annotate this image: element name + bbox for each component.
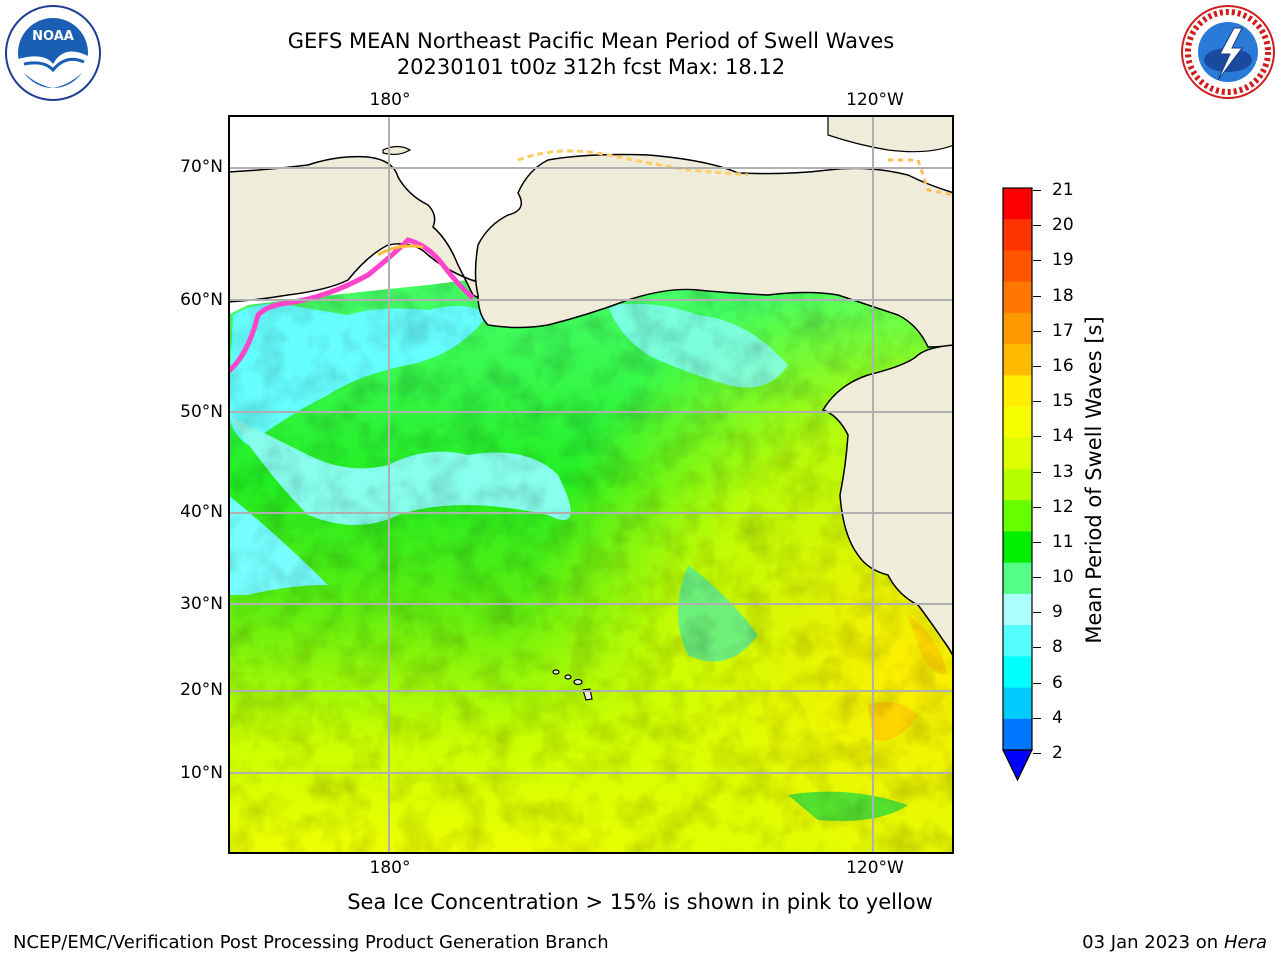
colorbar-tick-mark (1033, 647, 1041, 649)
lat-label-60n: 60°N (180, 290, 223, 310)
colorbar-tick-label: 16 (1052, 355, 1074, 376)
colorbar-swatch (1003, 406, 1032, 439)
colorbar-tick-label: 2 (1052, 743, 1063, 763)
colorbar-tick-mark (1033, 260, 1041, 262)
colorbar-swatch (1003, 219, 1032, 251)
land-alaska (474, 153, 955, 348)
colorbar-tick-label: 21 (1052, 180, 1074, 200)
colorbar-tick-label: 17 (1052, 320, 1074, 341)
nws-logo-icon (1181, 5, 1275, 99)
colorbar-tick-mark (1033, 365, 1041, 367)
colorbar-swatch (1003, 437, 1032, 470)
colorbar-swatch (1003, 188, 1032, 220)
colorbar-swatch (1003, 312, 1032, 345)
colorbar-tick-label: 6 (1052, 672, 1063, 693)
colorbar-tick-mark (1033, 225, 1041, 227)
footer-date-text: 03 Jan 2023 on (1082, 932, 1224, 953)
lat-label-20n: 20°N (180, 680, 223, 700)
colorbar-under-extend (1002, 749, 1033, 782)
nws-logo (1180, 4, 1276, 100)
lat-label-10n: 10°N (180, 763, 223, 783)
colorbar-swatch (1003, 593, 1032, 626)
colorbar-tick-label: 15 (1052, 391, 1074, 412)
chart-subtitle: 20230101 t00z 312h fcst Max: 18.12 (396, 55, 786, 79)
colorbar (1000, 186, 1044, 786)
noaa-logo-icon: NOAA (5, 5, 101, 101)
swell-period-map (226, 114, 955, 854)
colorbar-swatch (1003, 656, 1032, 689)
colorbar-swatch (1003, 687, 1032, 720)
colorbar-swatch (1003, 469, 1032, 501)
colorbar-tick-label: 8 (1052, 637, 1063, 658)
colorbar-tick-mark (1033, 401, 1041, 403)
lon-label-top-180: 180° (369, 90, 411, 110)
colorbar-tick-label: 10 (1052, 567, 1074, 588)
colorbar-swatch (1003, 375, 1032, 408)
noaa-logo: NOAA (4, 4, 102, 102)
land-arctic-islands (827, 114, 955, 153)
colorbar-tick-mark (1033, 612, 1041, 614)
colorbar-tick-mark (1033, 753, 1041, 754)
colorbar-swatches (1002, 187, 1033, 782)
sea-ice-caption-text: Sea Ice Concentration > 15% is shown in … (347, 890, 933, 914)
colorbar-swatch (1003, 718, 1032, 751)
colorbar-label-wrap: Mean Period of Swell Waves [s] (1064, 290, 1124, 670)
sea-ice-edge (226, 237, 475, 374)
colorbar-swatch (1003, 625, 1032, 657)
colorbar-tick-label: 20 (1052, 215, 1074, 236)
colorbar-tick-mark (1033, 541, 1041, 543)
colorbar-label: Mean Period of Swell Waves [s] (1082, 316, 1106, 644)
footer-credit: NCEP/EMC/Verification Post Processing Pr… (13, 932, 609, 953)
colorbar-tick-label: 19 (1052, 250, 1074, 271)
map-border (228, 115, 954, 854)
lon-label-top-120w: 120°W (846, 90, 904, 110)
colorbar-tick-mark (1033, 471, 1041, 473)
colorbar-tick-mark (1033, 506, 1041, 508)
colorbar-swatch (1003, 281, 1032, 314)
colorbar-tick-mark (1033, 330, 1041, 332)
colorbar-tick-mark (1033, 436, 1041, 438)
sea-ice-caption: Sea Ice Concentration > 15% is shown in … (0, 890, 1280, 914)
footer-date: 03 Jan 2023 on Hera (1082, 932, 1267, 953)
colorbar-swatch (1003, 500, 1032, 532)
chart-title: GEFS MEAN Northeast Pacific Mean Period … (287, 29, 895, 53)
lon-label-bottom-180: 180° (369, 858, 411, 878)
colorbar-tick-mark (1033, 190, 1041, 191)
colorbar-swatch (1003, 250, 1032, 283)
colorbar-tick-mark (1033, 682, 1041, 684)
map-panel (226, 114, 955, 854)
colorbar-tick-label: 14 (1052, 426, 1074, 447)
colorbar-tick-mark (1033, 577, 1041, 579)
colorbar-tick-label: 18 (1052, 285, 1074, 306)
colorbar-tick-label: 4 (1052, 707, 1063, 728)
colorbar-swatch (1003, 562, 1032, 595)
sea-ice-edge (888, 158, 955, 197)
colorbar-border (1002, 187, 1033, 751)
lon-label-bottom-120w: 120°W (846, 858, 904, 878)
lat-label-30n: 30°N (180, 594, 223, 614)
lat-label-70n: 70°N (180, 157, 223, 177)
lat-label-50n: 50°N (180, 402, 223, 422)
colorbar-tick-label: 11 (1052, 531, 1074, 552)
noaa-logo-text: NOAA (32, 29, 74, 44)
graticule (228, 115, 954, 854)
colorbar-tick-label: 13 (1052, 461, 1074, 482)
colorbar-swatch (1003, 344, 1032, 376)
sea-ice-edge (377, 244, 424, 257)
colorbar-tick-label: 9 (1052, 602, 1063, 623)
sea-ice-edge (517, 149, 749, 177)
colorbar-swatch (1003, 531, 1032, 564)
lat-label-40n: 40°N (180, 502, 223, 522)
footer-host: Hera (1223, 932, 1267, 953)
colorbar-tick-mark (1033, 717, 1041, 719)
colorbar-tick-label: 12 (1052, 496, 1074, 517)
colorbar-tick-mark (1033, 295, 1041, 297)
